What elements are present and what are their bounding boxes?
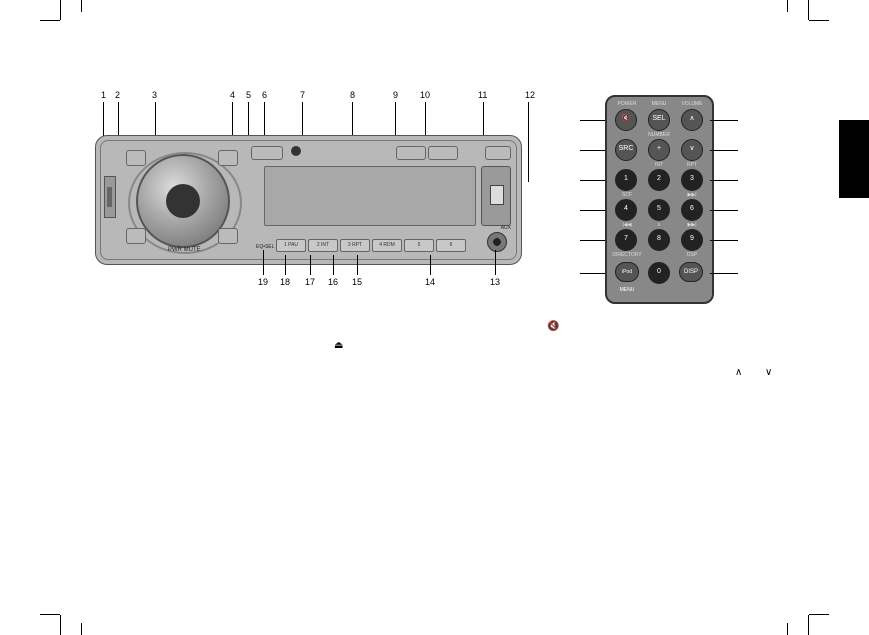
callout-8: 8: [350, 90, 355, 100]
remote-num-4[interactable]: 4: [615, 199, 637, 221]
remote-ipod-menu[interactable]: iPod MENU: [615, 262, 639, 282]
remote-num-5[interactable]: 5: [648, 199, 670, 221]
remote-volume-label: VOLUME: [677, 101, 707, 107]
remote-menu-label: MENU: [644, 101, 674, 107]
remote-next-label: ▶▶|: [677, 192, 707, 198]
remote-vol-up[interactable]: ∧: [681, 109, 703, 131]
preset-4[interactable]: 4 RDM: [372, 239, 402, 252]
callout-7: 7: [300, 90, 305, 100]
callout-14: 14: [425, 277, 435, 287]
remote-num-9[interactable]: 9: [681, 229, 703, 251]
ring-button-bottom-left[interactable]: [126, 228, 146, 244]
callout-4: 4: [230, 90, 235, 100]
callout-2: 2: [115, 90, 120, 100]
remote-plus-button[interactable]: +: [648, 139, 670, 161]
lcd-display: [264, 166, 476, 226]
callout-6: 6: [262, 90, 267, 100]
callout-1: 1: [101, 90, 106, 100]
remote-up-label: ∧: [644, 222, 674, 228]
preset-3[interactable]: 3 RPT: [340, 239, 370, 252]
remote-disp-button[interactable]: DISP: [679, 262, 703, 282]
remote-num-7[interactable]: 7: [615, 229, 637, 251]
remote-sel-button[interactable]: SEL: [648, 109, 670, 131]
callout-17: 17: [305, 277, 315, 287]
eject-icon: ⏏: [334, 340, 343, 351]
down-icon: ∨: [765, 367, 772, 378]
eq-sel-label: EQ•SEL: [256, 244, 274, 250]
callout-11: 11: [478, 90, 487, 100]
remote-power-label: POWER: [612, 101, 642, 107]
preset-1[interactable]: 1 PAU: [276, 239, 306, 252]
power-mute-label: PWR MUTE: [168, 247, 201, 254]
remote-number-label: NUMBER: [644, 132, 674, 138]
knob-center-button[interactable]: [166, 184, 200, 218]
remote-num-8[interactable]: 8: [648, 229, 670, 251]
as-button[interactable]: [428, 146, 458, 160]
callout-16: 16: [328, 277, 338, 287]
remote-prev-label: |◀◀: [612, 222, 642, 228]
volume-knob[interactable]: [136, 154, 230, 248]
callout-19: 19: [258, 277, 268, 287]
page-tab: [839, 120, 869, 198]
callout-12: 12: [525, 90, 535, 100]
remote-ff-label: ▶▶|: [677, 222, 707, 228]
ring-button-top-left[interactable]: [126, 150, 146, 166]
menu-button[interactable]: [251, 146, 283, 160]
callout-9: 9: [393, 90, 398, 100]
callout-5: 5: [246, 90, 251, 100]
ring-button-bottom-right[interactable]: [218, 228, 238, 244]
remote-num-1[interactable]: 1: [615, 169, 637, 191]
remote-src-button[interactable]: SRC: [615, 139, 637, 161]
preset-2[interactable]: 2 INT: [308, 239, 338, 252]
mute-icon: 🔇: [547, 321, 559, 332]
callout-13: 13: [490, 277, 500, 287]
remote-dsp-label: DSP: [677, 252, 707, 258]
remote-directory-label: DIRECTORY: [612, 252, 642, 258]
faceplate-release[interactable]: [104, 176, 116, 218]
aux-jack[interactable]: [487, 232, 507, 252]
remote-int-label: INT: [644, 162, 674, 168]
ir-sensor: [291, 146, 301, 156]
usb-slot[interactable]: [481, 166, 511, 226]
preset-row: 1 PAU 2 INT 3 RPT 4 RDM 5 6: [276, 239, 466, 252]
ring-button-top-right[interactable]: [218, 150, 238, 166]
remote-control: POWER MENU VOLUME 🔇 SEL ∧ NUMBER SRC + ∨…: [605, 95, 714, 304]
up-icon: ∧: [735, 367, 742, 378]
callout-3: 3: [152, 90, 157, 100]
callout-18: 18: [280, 277, 290, 287]
remote-vol-down[interactable]: ∨: [681, 139, 703, 161]
remote-num-2[interactable]: 2: [648, 169, 670, 191]
remote-num-0[interactable]: 0: [648, 262, 670, 284]
car-stereo-faceplate: AUX PWR MUTE EQ•SEL 1 PAU 2 INT 3 RPT 4 …: [95, 135, 522, 265]
remote-rpt-label: RPT: [677, 162, 707, 168]
callout-10: 10: [420, 90, 430, 100]
band-button[interactable]: [396, 146, 426, 160]
remote-num-6[interactable]: 6: [681, 199, 703, 221]
remote-power-button[interactable]: 🔇: [615, 109, 637, 131]
callout-15: 15: [352, 277, 362, 287]
preset-6[interactable]: 6: [436, 239, 466, 252]
remote-num-3[interactable]: 3: [681, 169, 703, 191]
preset-5[interactable]: 5: [404, 239, 434, 252]
eject-button[interactable]: [485, 146, 511, 160]
remote-scf-label: SCF: [612, 192, 642, 198]
aux-label: AUX: [501, 225, 511, 231]
